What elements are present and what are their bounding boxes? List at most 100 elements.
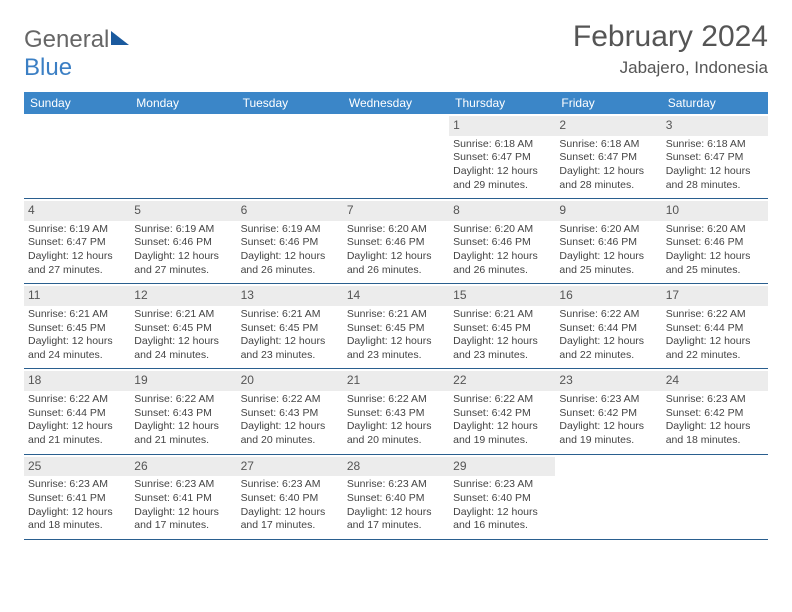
sunrise-text: Sunrise: 6:22 AM (134, 393, 232, 407)
sunset-text: Sunset: 6:47 PM (666, 151, 764, 165)
sunrise-text: Sunrise: 6:19 AM (241, 223, 339, 237)
sunset-text: Sunset: 6:41 PM (28, 492, 126, 506)
daylight-text: and 20 minutes. (241, 434, 339, 448)
daylight-text: Daylight: 12 hours (241, 506, 339, 520)
day-cell: 8Sunrise: 6:20 AMSunset: 6:46 PMDaylight… (449, 199, 555, 283)
week-row: 25Sunrise: 6:23 AMSunset: 6:41 PMDayligh… (24, 455, 768, 540)
day-cell: 14Sunrise: 6:21 AMSunset: 6:45 PMDayligh… (343, 284, 449, 368)
date-number: 28 (343, 457, 449, 477)
sunrise-text: Sunrise: 6:22 AM (453, 393, 551, 407)
daylight-text: and 23 minutes. (453, 349, 551, 363)
sunset-text: Sunset: 6:43 PM (134, 407, 232, 421)
week-row: 11Sunrise: 6:21 AMSunset: 6:45 PMDayligh… (24, 284, 768, 369)
weekday-header: Tuesday (237, 92, 343, 114)
daylight-text: and 19 minutes. (453, 434, 551, 448)
sunrise-text: Sunrise: 6:20 AM (666, 223, 764, 237)
sunset-text: Sunset: 6:42 PM (666, 407, 764, 421)
date-number: 15 (449, 286, 555, 306)
sunrise-text: Sunrise: 6:19 AM (28, 223, 126, 237)
empty-cell (343, 114, 449, 198)
day-cell: 3Sunrise: 6:18 AMSunset: 6:47 PMDaylight… (662, 114, 768, 198)
daylight-text: and 18 minutes. (666, 434, 764, 448)
sunrise-text: Sunrise: 6:23 AM (559, 393, 657, 407)
daylight-text: and 20 minutes. (347, 434, 445, 448)
daylight-text: and 17 minutes. (347, 519, 445, 533)
sunrise-text: Sunrise: 6:18 AM (453, 138, 551, 152)
daylight-text: and 26 minutes. (453, 264, 551, 278)
day-cell: 5Sunrise: 6:19 AMSunset: 6:46 PMDaylight… (130, 199, 236, 283)
title-block: February 2024 Jabajero, Indonesia (573, 20, 768, 78)
daylight-text: and 25 minutes. (559, 264, 657, 278)
date-number: 19 (130, 371, 236, 391)
daylight-text: and 16 minutes. (453, 519, 551, 533)
date-number: 22 (449, 371, 555, 391)
sunrise-text: Sunrise: 6:23 AM (453, 478, 551, 492)
daylight-text: Daylight: 12 hours (666, 250, 764, 264)
daylight-text: and 18 minutes. (28, 519, 126, 533)
day-cell: 25Sunrise: 6:23 AMSunset: 6:41 PMDayligh… (24, 455, 130, 539)
daylight-text: Daylight: 12 hours (559, 165, 657, 179)
day-cell: 22Sunrise: 6:22 AMSunset: 6:42 PMDayligh… (449, 369, 555, 453)
daylight-text: Daylight: 12 hours (241, 250, 339, 264)
date-number: 12 (130, 286, 236, 306)
daylight-text: Daylight: 12 hours (241, 420, 339, 434)
date-number: 27 (237, 457, 343, 477)
daylight-text: Daylight: 12 hours (559, 335, 657, 349)
day-cell: 28Sunrise: 6:23 AMSunset: 6:40 PMDayligh… (343, 455, 449, 539)
sunrise-text: Sunrise: 6:23 AM (28, 478, 126, 492)
daylight-text: and 26 minutes. (347, 264, 445, 278)
daylight-text: and 22 minutes. (666, 349, 764, 363)
daylight-text: Daylight: 12 hours (453, 165, 551, 179)
day-cell: 20 Sunrise: 6:22 AMSunset: 6:43 PMDayligh… (237, 369, 343, 453)
day-cell: 4Sunrise: 6:19 AMSunset: 6:47 PMDaylight… (24, 199, 130, 283)
sunrise-text: Sunrise: 6:22 AM (559, 308, 657, 322)
daylight-text: Daylight: 12 hours (347, 335, 445, 349)
day-cell: 21Sunrise: 6:22 AMSunset: 6:43 PMDayligh… (343, 369, 449, 453)
day-cell: 10Sunrise: 6:20 AMSunset: 6:46 PMDayligh… (662, 199, 768, 283)
daylight-text: and 26 minutes. (241, 264, 339, 278)
daylight-text: and 27 minutes. (28, 264, 126, 278)
sunrise-text: Sunrise: 6:22 AM (241, 393, 339, 407)
header: GeneralBlue February 2024 Jabajero, Indo… (24, 20, 768, 82)
daylight-text: Daylight: 12 hours (28, 420, 126, 434)
sunset-text: Sunset: 6:45 PM (241, 322, 339, 336)
sunset-text: Sunset: 6:46 PM (453, 236, 551, 250)
daylight-text: Daylight: 12 hours (241, 335, 339, 349)
sunset-text: Sunset: 6:43 PM (241, 407, 339, 421)
date-number: 5 (130, 201, 236, 221)
sunset-text: Sunset: 6:44 PM (559, 322, 657, 336)
day-cell: 24Sunrise: 6:23 AMSunset: 6:42 PMDayligh… (662, 369, 768, 453)
date-number: 3 (662, 116, 768, 136)
week-row: 1Sunrise: 6:18 AMSunset: 6:47 PMDaylight… (24, 114, 768, 199)
weeks-container: 1Sunrise: 6:18 AMSunset: 6:47 PMDaylight… (24, 114, 768, 540)
sunrise-text: Sunrise: 6:20 AM (347, 223, 445, 237)
day-cell: 23Sunrise: 6:23 AMSunset: 6:42 PMDayligh… (555, 369, 661, 453)
weekday-header-row: Sunday Monday Tuesday Wednesday Thursday… (24, 92, 768, 114)
daylight-text: Daylight: 12 hours (28, 250, 126, 264)
daylight-text: Daylight: 12 hours (28, 335, 126, 349)
sunset-text: Sunset: 6:44 PM (28, 407, 126, 421)
date-number: 23 (555, 371, 661, 391)
daylight-text: Daylight: 12 hours (453, 335, 551, 349)
sunset-text: Sunset: 6:42 PM (559, 407, 657, 421)
date-number: 14 (343, 286, 449, 306)
day-cell: 17Sunrise: 6:22 AMSunset: 6:44 PMDayligh… (662, 284, 768, 368)
weekday-header: Monday (130, 92, 236, 114)
sunrise-text: Sunrise: 6:20 AM (453, 223, 551, 237)
day-cell: 27Sunrise: 6:23 AMSunset: 6:40 PMDayligh… (237, 455, 343, 539)
date-number: 20 (237, 371, 343, 391)
sunset-text: Sunset: 6:43 PM (347, 407, 445, 421)
logo: GeneralBlue (24, 20, 129, 82)
daylight-text: and 22 minutes. (559, 349, 657, 363)
daylight-text: Daylight: 12 hours (666, 420, 764, 434)
date-number: 24 (662, 371, 768, 391)
sunrise-text: Sunrise: 6:23 AM (241, 478, 339, 492)
date-number: 13 (237, 286, 343, 306)
day-cell: 19Sunrise: 6:22 AMSunset: 6:43 PMDayligh… (130, 369, 236, 453)
date-number: 29 (449, 457, 555, 477)
sunset-text: Sunset: 6:46 PM (666, 236, 764, 250)
sunrise-text: Sunrise: 6:19 AM (134, 223, 232, 237)
daylight-text: Daylight: 12 hours (453, 506, 551, 520)
daylight-text: and 23 minutes. (241, 349, 339, 363)
week-row: 4Sunrise: 6:19 AMSunset: 6:47 PMDaylight… (24, 199, 768, 284)
